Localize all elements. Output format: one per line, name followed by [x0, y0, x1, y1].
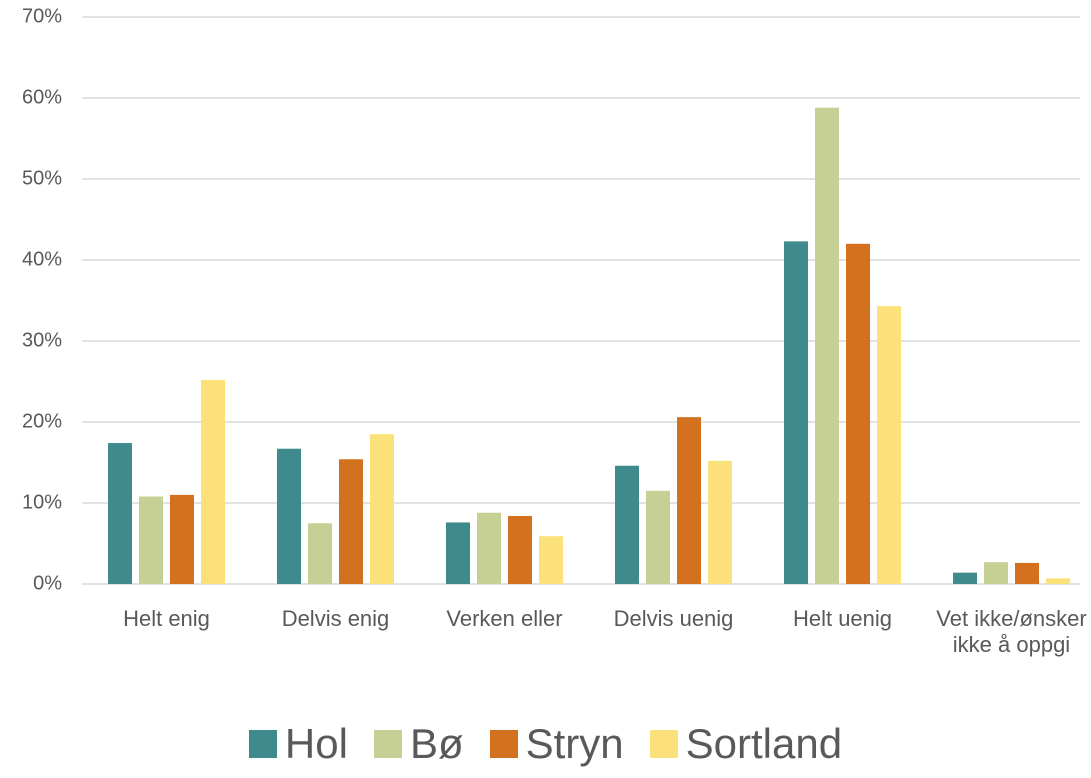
- y-tick-label: 50%: [22, 167, 62, 189]
- legend-label: Sortland: [685, 720, 843, 767]
- bar: [984, 562, 1008, 584]
- x-tick-label: Helt uenig: [792, 606, 893, 631]
- bar: [170, 494, 194, 584]
- bar: [646, 490, 670, 584]
- legend-swatch: [489, 730, 518, 758]
- legend-item: Stryn: [489, 720, 624, 768]
- legend-swatch: [649, 730, 678, 758]
- bar: [277, 448, 301, 584]
- legend-swatch: [248, 730, 277, 758]
- bar: [508, 515, 532, 584]
- legend-swatch: [373, 730, 402, 758]
- x-tick-label: Delvis enig: [281, 606, 390, 631]
- y-tick-label: 40%: [22, 248, 62, 270]
- legend-item: Bø: [373, 720, 464, 768]
- y-tick-label: 10%: [22, 491, 62, 513]
- bar: [815, 107, 839, 584]
- bar: [953, 572, 977, 584]
- bar: [846, 243, 870, 585]
- bar: [877, 306, 901, 584]
- bar: [370, 434, 394, 584]
- bar: [201, 379, 225, 584]
- legend-item: Hol: [248, 720, 348, 768]
- x-tick-label: Vet ikke/ønsker ikke å oppgi: [936, 606, 1087, 657]
- x-tick-label: Delvis uenig: [613, 606, 734, 631]
- bar: [477, 512, 501, 584]
- y-tick-label: 0%: [33, 572, 62, 594]
- y-tick-label: 20%: [22, 410, 62, 432]
- legend: Hol Bø Stryn Sortland: [0, 720, 1091, 768]
- y-tick-label: 30%: [22, 329, 62, 351]
- bar: [615, 465, 639, 584]
- bar: [339, 459, 363, 584]
- legend-label: Bø: [409, 720, 464, 767]
- x-tick-label: Helt enig: [123, 606, 210, 631]
- x-tick-label: Verken eller: [446, 606, 563, 631]
- legend-item: Sortland: [649, 720, 843, 768]
- bar: [139, 496, 163, 584]
- bar: [308, 523, 332, 584]
- legend-label: Hol: [284, 720, 348, 767]
- bar: [784, 241, 808, 584]
- bar: [1046, 578, 1070, 584]
- y-tick-label: 60%: [22, 86, 62, 108]
- bar: [677, 417, 701, 584]
- y-tick-label: 70%: [22, 5, 62, 27]
- bar: [1015, 562, 1039, 584]
- bar: [446, 522, 470, 584]
- legend-label: Stryn: [525, 720, 624, 767]
- bar: [708, 460, 732, 584]
- bar: [108, 443, 132, 584]
- bar: [539, 536, 563, 584]
